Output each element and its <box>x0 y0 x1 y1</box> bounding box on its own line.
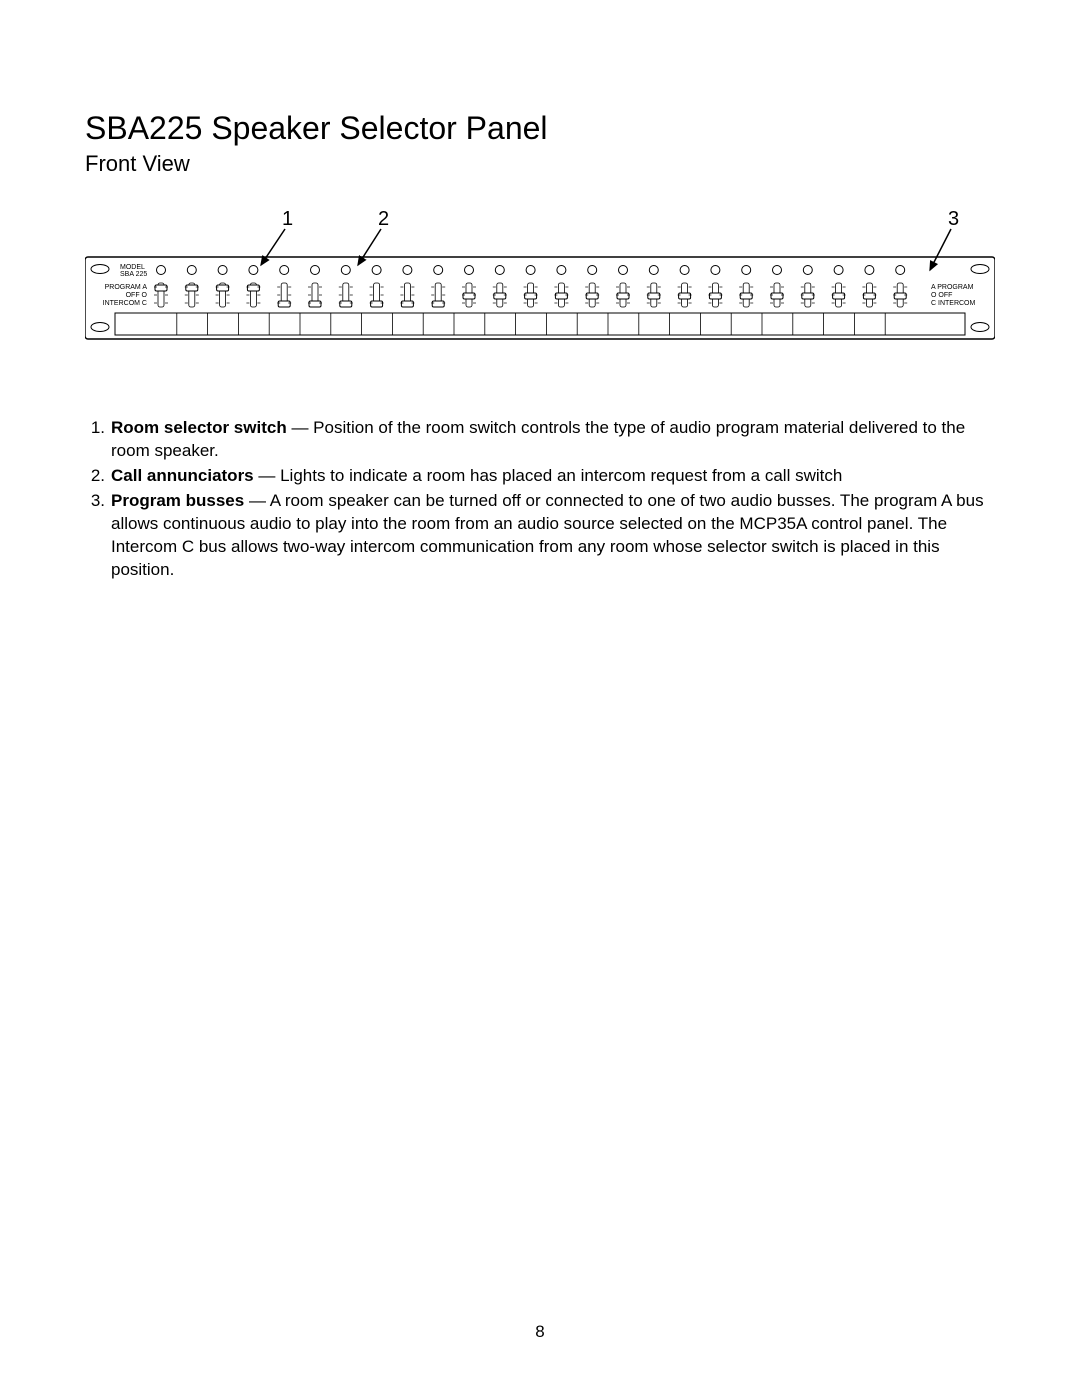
right-label-a: A PROGRAM <box>931 284 974 291</box>
callout-1: 1 <box>282 208 293 230</box>
annunciator-light <box>896 266 905 275</box>
mount-hole-tr <box>971 265 989 274</box>
desc-body: Program busses — A room speaker can be t… <box>111 490 995 582</box>
annunciator-light <box>711 266 720 275</box>
desc-text: — Lights to indicate a room has placed a… <box>254 466 843 485</box>
selector-knob <box>494 293 506 299</box>
annunciator-light <box>742 266 751 275</box>
annunciator-light <box>187 266 196 275</box>
left-label-o: OFF O <box>126 292 148 299</box>
annunciator-light <box>803 266 812 275</box>
annunciator-light <box>157 266 166 275</box>
right-label-o: O OFF <box>931 292 952 299</box>
selector-knob <box>648 293 660 299</box>
annunciator-light <box>311 266 320 275</box>
selector-knob <box>217 285 229 291</box>
annunciator-light <box>372 266 381 275</box>
callout-line-1 <box>261 229 285 265</box>
annunciator-light <box>865 266 874 275</box>
selector-knob <box>863 293 875 299</box>
selector-knob <box>278 301 290 307</box>
desc-num: 3. <box>85 490 111 582</box>
annunciator-light <box>834 266 843 275</box>
annunciator-light <box>280 266 289 275</box>
annunciator-light <box>403 266 412 275</box>
annunciator-light <box>588 266 597 275</box>
desc-term: Program busses <box>111 491 244 510</box>
panel-diagram: 1 2 3 MODEL SBA 225 PROGRAM A OFF O INTE… <box>85 207 995 367</box>
annunciator-light <box>465 266 474 275</box>
desc-num: 1. <box>85 417 111 463</box>
description-list: 1. Room selector switch — Position of th… <box>85 417 995 582</box>
annunciator-light <box>526 266 535 275</box>
desc-item-2: 2. Call annunciators — Lights to indicat… <box>85 465 995 488</box>
model-label-1: MODEL <box>120 264 145 271</box>
selector-knob <box>833 293 845 299</box>
annunciator-light <box>680 266 689 275</box>
page-number: 8 <box>0 1322 1080 1342</box>
callout-line-2 <box>358 229 381 265</box>
selector-knob <box>709 293 721 299</box>
left-label-a: PROGRAM A <box>105 284 148 291</box>
annunciator-light <box>557 266 566 275</box>
model-label-2: SBA 225 <box>120 271 147 278</box>
desc-body: Call annunciators — Lights to indicate a… <box>111 465 995 488</box>
callout-2: 2 <box>378 208 389 230</box>
page-title: SBA225 Speaker Selector Panel <box>85 110 995 147</box>
page-subtitle: Front View <box>85 151 995 177</box>
annunciator-light <box>619 266 628 275</box>
selector-knob <box>371 301 383 307</box>
selector-knob <box>771 293 783 299</box>
annunciator-light <box>649 266 658 275</box>
selector-knob <box>247 285 259 291</box>
annunciator-light <box>434 266 443 275</box>
selector-knob <box>186 285 198 291</box>
mount-hole-tl <box>91 265 109 274</box>
label-dividers <box>177 313 885 335</box>
selector-knob <box>586 293 598 299</box>
selector-knob <box>617 293 629 299</box>
selector-knob <box>525 293 537 299</box>
annunciator-light <box>341 266 350 275</box>
selector-knob <box>894 293 906 299</box>
selector-knob <box>340 301 352 307</box>
callout-line-3 <box>930 229 951 270</box>
callout-3: 3 <box>948 208 959 230</box>
selector-knob <box>463 293 475 299</box>
mount-hole-bl <box>91 323 109 332</box>
selector-knob <box>679 293 691 299</box>
selector-knob <box>432 301 444 307</box>
annunciator-light <box>495 266 504 275</box>
selector-knob <box>309 301 321 307</box>
channels-group <box>154 266 907 308</box>
panel-outline <box>85 257 995 339</box>
annunciator-light <box>773 266 782 275</box>
desc-num: 2. <box>85 465 111 488</box>
annunciator-light <box>249 266 258 275</box>
label-strip <box>115 313 965 335</box>
left-label-c: INTERCOM C <box>103 300 147 307</box>
right-label-c: C INTERCOM <box>931 300 976 307</box>
selector-knob <box>802 293 814 299</box>
selector-knob <box>740 293 752 299</box>
selector-knob <box>555 293 567 299</box>
desc-term: Call annunciators <box>111 466 254 485</box>
desc-term: Room selector switch <box>111 418 287 437</box>
panel-svg: 1 2 3 MODEL SBA 225 PROGRAM A OFF O INTE… <box>85 207 995 367</box>
desc-body: Room selector switch — Position of the r… <box>111 417 995 463</box>
selector-knob <box>155 285 167 291</box>
annunciator-light <box>218 266 227 275</box>
mount-hole-br <box>971 323 989 332</box>
desc-item-1: 1. Room selector switch — Position of th… <box>85 417 995 463</box>
selector-knob <box>401 301 413 307</box>
desc-item-3: 3. Program busses — A room speaker can b… <box>85 490 995 582</box>
